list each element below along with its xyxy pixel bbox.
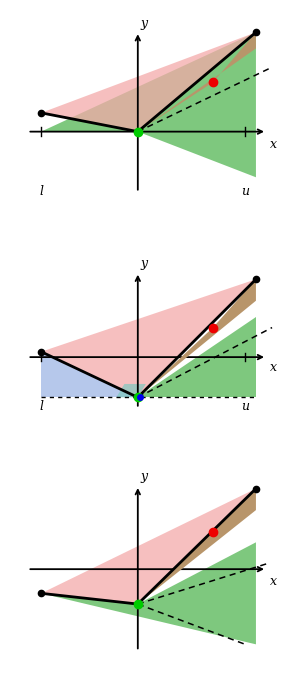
- Text: x: x: [269, 361, 277, 374]
- Text: u: u: [241, 400, 249, 413]
- Text: y: y: [141, 257, 148, 270]
- Polygon shape: [41, 32, 256, 177]
- Text: l: l: [39, 185, 43, 198]
- Polygon shape: [116, 384, 146, 398]
- Polygon shape: [138, 488, 256, 604]
- Polygon shape: [138, 317, 256, 398]
- Text: x: x: [269, 576, 277, 589]
- Polygon shape: [138, 32, 256, 132]
- Polygon shape: [41, 488, 256, 604]
- Text: x: x: [269, 138, 277, 151]
- Text: u: u: [241, 185, 249, 198]
- Polygon shape: [41, 352, 138, 398]
- Polygon shape: [41, 542, 256, 644]
- Text: y: y: [141, 16, 148, 29]
- Polygon shape: [41, 32, 256, 132]
- Text: l: l: [39, 400, 43, 413]
- Polygon shape: [41, 279, 256, 398]
- Text: y: y: [141, 471, 148, 484]
- Polygon shape: [138, 279, 256, 398]
